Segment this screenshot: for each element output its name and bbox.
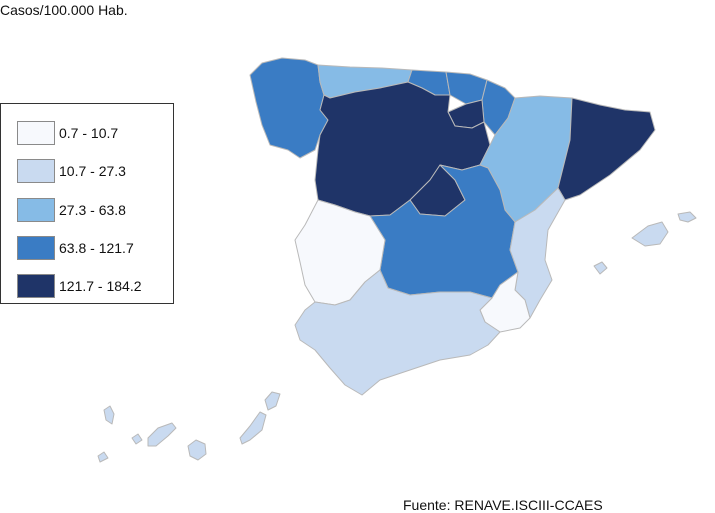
unit-label: Casos/100.000 Hab. xyxy=(0,2,128,18)
legend-swatch xyxy=(17,159,55,183)
region-baleares-menorca[interactable] xyxy=(677,211,697,223)
legend-label: 121.7 - 184.2 xyxy=(59,278,142,294)
region-canarias-el-hierro[interactable] xyxy=(97,451,109,463)
region-canarias-la-palma[interactable] xyxy=(103,405,115,425)
region-canarias-la-gomera[interactable] xyxy=(131,433,143,445)
region-baleares-mallorca[interactable] xyxy=(631,221,669,247)
legend-item: 10.7 - 27.3 xyxy=(17,159,167,183)
legend-item: 63.8 - 121.7 xyxy=(17,236,167,260)
legend-label: 0.7 - 10.7 xyxy=(59,125,119,141)
legend: 0.7 - 10.7 10.7 - 27.3 27.3 - 63.8 63.8 … xyxy=(0,103,174,304)
legend-label: 10.7 - 27.3 xyxy=(59,163,126,179)
region-galicia[interactable] xyxy=(249,57,329,159)
region-cataluna[interactable] xyxy=(557,97,656,201)
region-andalucia[interactable] xyxy=(294,269,501,396)
legend-item: 27.3 - 63.8 xyxy=(17,198,167,222)
legend-swatch xyxy=(17,198,55,222)
legend-swatch xyxy=(17,274,55,298)
region-canarias-tenerife[interactable] xyxy=(147,422,177,447)
region-baleares-ibiza[interactable] xyxy=(593,261,608,275)
source-label: Fuente: RENAVE.ISCIII-CCAES xyxy=(403,497,603,513)
region-canarias-gran-canaria[interactable] xyxy=(187,439,207,461)
legend-label: 27.3 - 63.8 xyxy=(59,202,126,218)
legend-label: 63.8 - 121.7 xyxy=(59,240,134,256)
region-canarias-fuerteventura[interactable] xyxy=(239,411,267,445)
legend-swatch xyxy=(17,236,55,260)
region-canarias-lanzarote[interactable] xyxy=(264,391,281,411)
legend-swatch xyxy=(17,121,55,145)
legend-item: 121.7 - 184.2 xyxy=(17,274,167,298)
legend-item: 0.7 - 10.7 xyxy=(17,121,167,145)
region-pais-vasco[interactable] xyxy=(445,71,488,105)
